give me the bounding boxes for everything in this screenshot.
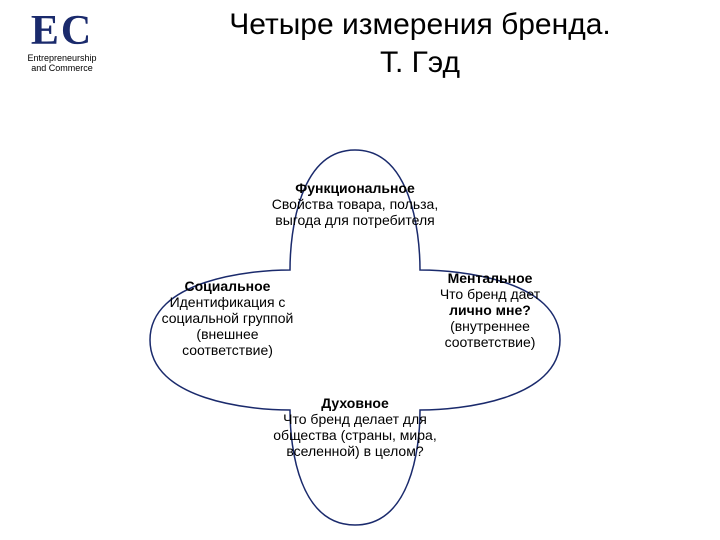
logo-sub-line2: and Commerce: [31, 63, 93, 73]
petal-bottom-heading: Духовное: [321, 395, 389, 411]
logo-block: EC Entrepreneurship and Commerce: [12, 10, 112, 74]
petal-right-line1: Что бренд дает: [440, 286, 540, 302]
petal-right-heading: Ментальное: [448, 270, 533, 286]
petal-top: Функциональное Свойства товара, польза, …: [270, 180, 440, 228]
petal-bottom: Духовное Что бренд делает для общества (…: [270, 395, 440, 459]
brand-dimensions-diagram: Функциональное Свойства товара, польза, …: [120, 130, 590, 530]
petal-top-body: Свойства товара, польза, выгода для потр…: [272, 196, 438, 228]
petal-bottom-body: Что бренд делает для общества (страны, м…: [273, 411, 436, 459]
logo-letter-e: E: [31, 8, 61, 54]
logo-letters: EC: [12, 10, 112, 52]
logo-sub-line1: Entrepreneurship: [27, 53, 96, 63]
petal-right-bold: лично мне?: [449, 302, 531, 318]
title-line2: Т. Гэд: [380, 46, 460, 79]
logo-letter-c: C: [61, 10, 93, 52]
petal-left: Социальное Идентификация с социальной гр…: [150, 278, 305, 358]
title-line1: Четыре измерения бренда.: [229, 8, 610, 41]
petal-right: Ментальное Что бренд дает лично мне? (вн…: [415, 270, 565, 350]
logo-subtitle: Entrepreneurship and Commerce: [12, 54, 112, 74]
petal-left-body: Идентификация с социальной группой (внеш…: [162, 294, 294, 358]
petal-left-heading: Социальное: [185, 278, 271, 294]
petal-right-line2: (внутреннее соответствие): [445, 318, 536, 350]
petal-top-heading: Функциональное: [295, 180, 415, 196]
slide-title: Четыре измерения бренда. Т. Гэд: [140, 6, 700, 81]
logo-disc-icon: [65, 16, 91, 42]
